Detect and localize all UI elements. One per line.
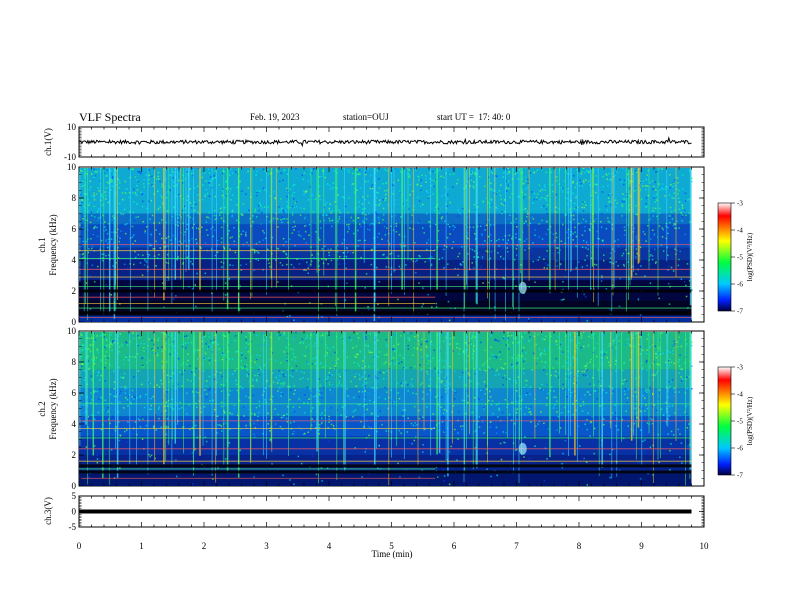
y-tick-label: 2 xyxy=(72,450,77,460)
x-tick-label: 8 xyxy=(577,541,582,551)
x-tick-label: 2 xyxy=(202,541,207,551)
y-tick-label: 0 xyxy=(72,481,77,491)
colorbar-tick-label: -3 xyxy=(737,200,743,208)
colorbar-tick-label: -6 xyxy=(737,445,743,453)
y-tick-label: 10 xyxy=(67,162,77,172)
x-tick-label: 7 xyxy=(514,541,519,551)
x-tick-label: 3 xyxy=(264,541,269,551)
ch2-spec-ylabel-1: ch.2 xyxy=(37,401,47,416)
figure-title: VLF Spectra xyxy=(79,110,141,124)
x-tick-label: 5 xyxy=(389,541,394,551)
start-time-value: 17: 40: 0 xyxy=(478,112,511,122)
x-axis-label: Time (min) xyxy=(372,549,413,559)
y-tick-label: 8 xyxy=(72,357,77,367)
ch2-spectrogram xyxy=(79,332,693,486)
x-tick-label: 1 xyxy=(139,541,144,551)
date-label: Feb. 19, 2023 xyxy=(250,112,300,122)
y-tick-label: 6 xyxy=(72,388,77,398)
start-time-info: start UT = 17: 40: 0 xyxy=(437,112,510,122)
station-prefix: station= xyxy=(343,112,373,122)
ch1-spectrogram xyxy=(79,168,693,322)
start-prefix: start UT = xyxy=(437,112,474,122)
colorbar-tick-label: -4 xyxy=(737,391,743,399)
y-tick-label: -5 xyxy=(69,522,77,532)
y-tick-label: 10 xyxy=(67,122,77,132)
x-tick-label: 6 xyxy=(452,541,457,551)
y-tick-label: 2 xyxy=(72,286,77,296)
ch2-colorbar-label: log(PSD)(V²/Hz) xyxy=(746,396,754,445)
ch2-spec-ylabel-2: Frequency (kHz) xyxy=(48,378,58,439)
colorbar-tick-label: -4 xyxy=(737,227,743,235)
y-tick-label: 8 xyxy=(72,193,77,203)
y-tick-label: 6 xyxy=(72,224,77,234)
y-tick-label: 4 xyxy=(72,419,77,429)
colorbar-tick-label: -5 xyxy=(737,418,743,426)
ch1-spec-ylabel-1: ch.1 xyxy=(37,237,47,252)
x-tick-label: 4 xyxy=(327,541,332,551)
ch1-waveform-trace xyxy=(78,135,692,148)
ch1-colorbar xyxy=(717,202,732,312)
ch1-ylabel: ch.1(V) xyxy=(43,128,53,156)
y-tick-label: -10 xyxy=(64,152,76,162)
y-tick-label: 5 xyxy=(72,491,77,501)
ch3-waveform-trace xyxy=(79,509,692,514)
colorbar-tick-label: -7 xyxy=(737,472,743,480)
colorbar-tick-label: -5 xyxy=(737,254,743,262)
colorbar-ticks: -3 -4 -5 -6 -7 -3 -4 -5 -6 -7 xyxy=(731,200,743,480)
ch2-colorbar xyxy=(717,366,732,476)
colorbar-tick-label: -7 xyxy=(737,308,743,316)
ch3-ylabel: ch.3(V) xyxy=(43,497,53,525)
ch1-spec-ylabel-2: Frequency (kHz) xyxy=(48,214,58,275)
colorbar-tick-label: -6 xyxy=(737,281,743,289)
station-info: station=OUJ xyxy=(343,112,389,122)
y-tick-label: 0 xyxy=(72,317,77,327)
x-tick-label: 9 xyxy=(639,541,644,551)
y-tick-label: 4 xyxy=(72,255,77,265)
x-tick-label: 10 xyxy=(700,541,710,551)
station-name: OUJ xyxy=(372,112,389,122)
y-tick-label: 10 xyxy=(67,326,77,336)
colorbar-tick-label: -3 xyxy=(737,364,743,372)
ch1-colorbar-label: log(PSD)(V²/Hz) xyxy=(746,232,754,281)
y-tick-label: 0 xyxy=(72,507,77,517)
x-tick-label: 0 xyxy=(77,541,82,551)
